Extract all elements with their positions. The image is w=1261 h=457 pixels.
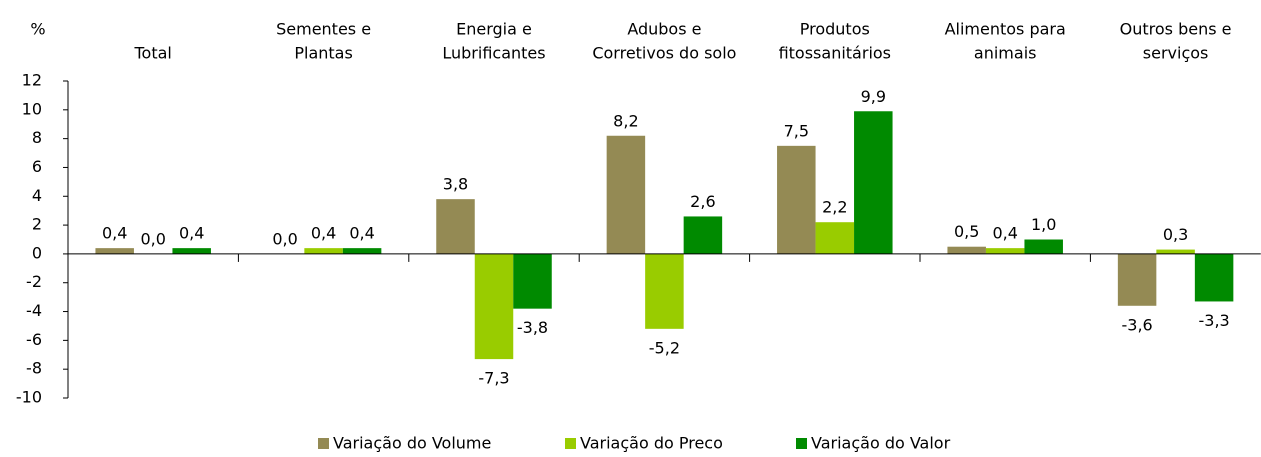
data-label: -5,2 — [649, 338, 680, 357]
x-tick-label: Adubos e — [627, 20, 701, 39]
x-tick-label: Corretivos do solo — [592, 44, 736, 63]
x-tick-label: Total — [134, 44, 172, 63]
data-label: 8,2 — [613, 111, 638, 130]
data-label: -3,3 — [1198, 311, 1229, 330]
y-tick-label: 2 — [32, 215, 42, 234]
x-tick-label: Produtos — [800, 20, 870, 39]
legend-label: Variação do Valor — [811, 434, 951, 453]
bar — [1194, 253, 1234, 302]
bar — [304, 248, 343, 254]
y-tick-label: 12 — [22, 71, 42, 90]
data-label: 2,2 — [822, 198, 847, 217]
data-label: 0,3 — [1163, 225, 1188, 244]
bar — [854, 111, 893, 254]
bar — [1024, 239, 1063, 254]
y-tick-label: 0 — [32, 243, 42, 262]
x-tick-label: Plantas — [294, 44, 352, 63]
x-tick-label: Lubrificantes — [442, 44, 545, 63]
y-tick-label: 6 — [32, 157, 42, 176]
data-label: 0,4 — [179, 224, 204, 243]
y-axis-label: % — [30, 20, 45, 39]
data-label: 0,0 — [140, 229, 165, 248]
data-label: 0,0 — [272, 229, 297, 248]
data-label: 0,4 — [311, 224, 336, 243]
data-label: -3,8 — [517, 318, 548, 337]
data-label: 1,0 — [1031, 215, 1056, 234]
data-label: -7,3 — [478, 369, 509, 388]
x-tick-label: Outros bens e — [1120, 20, 1232, 39]
y-tick-label: -6 — [26, 330, 42, 349]
data-label: 0,4 — [992, 224, 1017, 243]
bar — [777, 145, 816, 254]
legend-swatch — [565, 438, 576, 449]
bar — [606, 135, 646, 254]
x-tick-label: Energia e — [456, 20, 532, 39]
y-tick-label: 10 — [22, 99, 42, 118]
bar — [947, 246, 986, 254]
y-tick-label: 4 — [32, 186, 42, 205]
bar — [815, 222, 855, 254]
data-label: 9,9 — [861, 87, 886, 106]
x-tick-label: animais — [974, 44, 1037, 63]
y-tick-label: -10 — [16, 388, 42, 407]
bar — [474, 253, 514, 360]
data-label: 0,4 — [102, 224, 127, 243]
data-label: 3,8 — [443, 175, 468, 194]
legend-swatch — [318, 438, 329, 449]
bar — [985, 248, 1025, 254]
x-tick-label: Alimentos para — [945, 20, 1066, 39]
bar — [172, 248, 211, 254]
data-label: -3,6 — [1121, 315, 1152, 334]
legend-label: Variação do Preco — [580, 434, 723, 453]
x-tick-label: Sementes e — [276, 20, 371, 39]
bar — [95, 248, 134, 254]
y-tick-label: -2 — [26, 272, 42, 291]
y-tick-label: 8 — [32, 128, 42, 147]
y-tick-label: -8 — [26, 359, 42, 378]
bar — [342, 248, 382, 254]
data-label: 0,5 — [954, 222, 979, 241]
bar — [436, 199, 475, 254]
bar — [1117, 253, 1157, 306]
y-tick-label: -4 — [26, 301, 42, 320]
data-label: 0,4 — [349, 224, 374, 243]
legend-label: Variação do Volume — [333, 434, 491, 453]
bar — [645, 253, 684, 329]
legend-swatch — [796, 438, 807, 449]
x-tick-label: fitossanitários — [779, 44, 891, 63]
bar — [1156, 249, 1195, 254]
bar — [513, 253, 552, 309]
data-label: 7,5 — [784, 121, 809, 140]
data-label: 2,6 — [690, 192, 715, 211]
bar — [683, 216, 723, 254]
x-tick-label: serviços — [1143, 44, 1209, 63]
